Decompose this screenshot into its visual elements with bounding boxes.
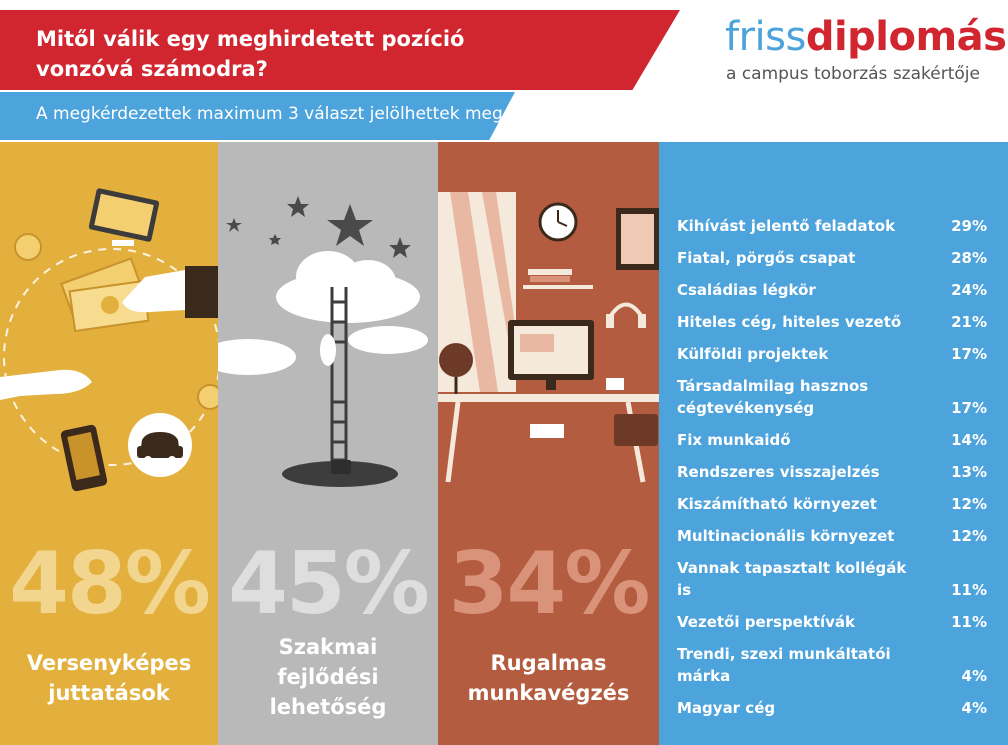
list-item-label: Fiatal, pörgős csapat [677, 249, 856, 267]
stat-label: Szakmai fejlődési lehetőség [218, 632, 438, 722]
person-icon [320, 334, 336, 366]
clock-icon [538, 202, 578, 242]
list-item-label: Fix munkaidő [677, 431, 791, 449]
power-outlet-icon [530, 424, 564, 438]
list-item-label: Társadalmilag hasznos cégtevékenység [677, 377, 869, 417]
panel-professional-growth: 45% Szakmai fejlődési lehetőség [218, 142, 438, 745]
list-item-label: Magyar cég [677, 699, 776, 717]
list-item: Rendszeres visszajelzés 13% [677, 461, 987, 483]
ranking-list: Kihívást jelentő feladatok 29% Fiatal, pör… [677, 215, 987, 719]
list-item-value: 12% [951, 527, 987, 545]
monitor-icon [508, 320, 594, 390]
stars-icon [226, 196, 411, 258]
shelf-icon [523, 269, 593, 289]
subtitle-banner [0, 92, 515, 140]
list-item-label: Családias légkör [677, 281, 816, 299]
monitor-icon [88, 188, 160, 246]
list-item-value: 12% [951, 495, 987, 513]
page-subtitle: A megkérdezettek maximum 3 választ jelöl… [36, 104, 503, 124]
stat-label-line: fejlődési [277, 665, 379, 689]
list-item: Hiteles cég, hiteles vezető 21% [677, 311, 987, 333]
list-item-value: 11% [951, 613, 987, 631]
picture-frame-icon [616, 208, 659, 270]
list-item-value: 29% [951, 217, 987, 235]
list-item-label: Trendi, szexi munkáltatói márka [677, 645, 891, 685]
window-icon [438, 192, 516, 392]
ladder-illustration [218, 196, 428, 487]
panel-compensation: 48% Versenyképes juttatások [0, 142, 218, 745]
stat-label-line: juttatások [48, 681, 170, 705]
list-item-label: Kiszámítható környezet [677, 495, 877, 513]
list-item: Vezetői perspektívák 11% [677, 611, 987, 633]
list-item-label: Vezetői perspektívák [677, 613, 856, 631]
list-item: Vannak tapasztalt kollégák is 11% [677, 557, 987, 601]
logo-part-friss: friss [725, 14, 806, 60]
list-item-label: Kihívást jelentő feladatok [677, 217, 896, 235]
stat-value: 34% [448, 534, 651, 634]
list-item: Kiszámítható környezet 12% [677, 493, 987, 515]
logo-part-diplomas: diplomás [805, 14, 1007, 60]
stat-label: Rugalmas munkavégzés [438, 648, 659, 708]
list-item-value: 13% [951, 463, 987, 481]
cup-icon [606, 378, 624, 390]
title-banner [0, 10, 680, 90]
brand-tagline: a campus toborzás szakértője [726, 64, 980, 84]
list-item-label: Külföldi projektek [677, 345, 829, 363]
list-item-label: Vannak tapasztalt kollégák is [677, 559, 907, 599]
list-item-value: 21% [951, 313, 987, 331]
stat-label: Versenyképes juttatások [0, 648, 218, 708]
stat-label-line: munkavégzés [467, 681, 630, 705]
money-illustration [0, 188, 218, 492]
list-item: Magyar cég 4% [677, 697, 987, 719]
stat-label-line: lehetőség [269, 695, 387, 719]
headphones-icon [606, 302, 646, 328]
list-item: Fix munkaidő 14% [677, 429, 987, 451]
page-title: Mitől válik egy meghirdetett pozíció von… [36, 24, 556, 84]
list-item: Családias légkör 24% [677, 279, 987, 301]
list-item-value: 14% [951, 431, 987, 449]
list-item: Multinacionális környezet 12% [677, 525, 987, 547]
car-icon [128, 413, 192, 477]
stat-label-line: Versenyképes [26, 651, 192, 675]
list-item-label: Rendszeres visszajelzés [677, 463, 880, 481]
list-item: Trendi, szexi munkáltatói márka 4% [677, 643, 987, 687]
globe-icon [439, 343, 473, 394]
title-line-1: Mitől válik egy meghirdetett pozíció [36, 27, 465, 51]
list-item: Külföldi projektek 17% [677, 343, 987, 365]
phone-icon [60, 424, 108, 492]
stat-value: 45% [228, 534, 430, 634]
list-item-label: Hiteles cég, hiteles vezető [677, 313, 902, 331]
panel-flexible-work: 34% Rugalmas munkavégzés [438, 142, 659, 745]
banknotes-icon [60, 257, 150, 333]
stat-value: 48% [9, 534, 211, 634]
list-item-label: Multinacionális környezet [677, 527, 895, 545]
list-item: Kihívást jelentő feladatok 29% [677, 215, 987, 237]
desk-icon [438, 394, 659, 402]
stat-label-line: Szakmai [278, 635, 378, 659]
coin-icon [14, 233, 218, 410]
briefcase-icon [331, 460, 351, 474]
cloud-icon [218, 251, 428, 375]
stat-label-line: Rugalmas [490, 651, 607, 675]
hand-icon [0, 266, 218, 400]
list-item: Fiatal, pörgős csapat 28% [677, 247, 987, 269]
briefcase-icon [614, 414, 658, 446]
list-item-value: 4% [961, 667, 987, 685]
list-item-value: 17% [951, 345, 987, 363]
panel-ranking-list: Kihívást jelentő feladatok 29% Fiatal, pör… [659, 142, 1008, 745]
title-line-2: vonzóvá számodra? [36, 57, 268, 81]
brand-logo: frissdiplomás [725, 14, 1007, 60]
office-illustration [438, 192, 659, 483]
list-item-value: 17% [951, 399, 987, 417]
list-item-value: 11% [951, 581, 987, 599]
list-item-value: 28% [951, 249, 987, 267]
list-item-value: 24% [951, 281, 987, 299]
list-item: Társadalmilag hasznos cégtevékenység 17% [677, 375, 987, 419]
list-item-value: 4% [961, 699, 987, 717]
